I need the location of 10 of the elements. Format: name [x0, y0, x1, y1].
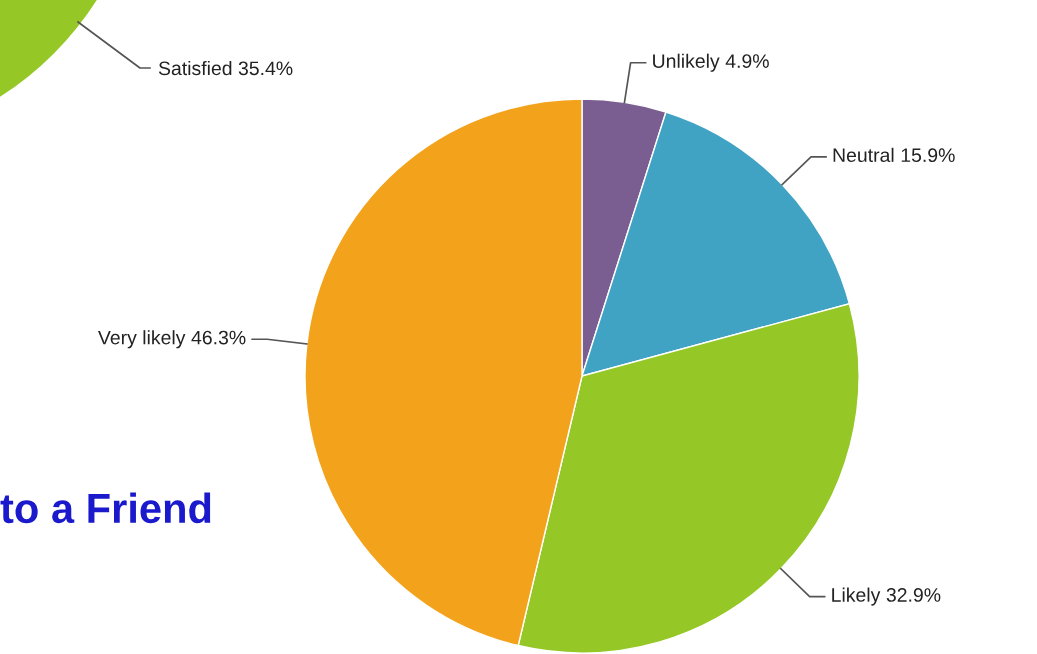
- slice-label: Very likely: [98, 330, 186, 349]
- slice-label: Neutral: [833, 147, 894, 163]
- data-label: 46.3%: [191, 330, 246, 345]
- slice-label: Likely: [832, 587, 881, 606]
- slice-label: Unlikely: [653, 53, 720, 72]
- text: Satisfied 35.4%: [158, 60, 293, 76]
- data-label: 15.9%: [901, 148, 955, 163]
- text: to a Friend: [0, 492, 211, 524]
- data-label: 32.9%: [886, 588, 941, 602]
- data-label: 4.9%: [725, 54, 769, 68]
